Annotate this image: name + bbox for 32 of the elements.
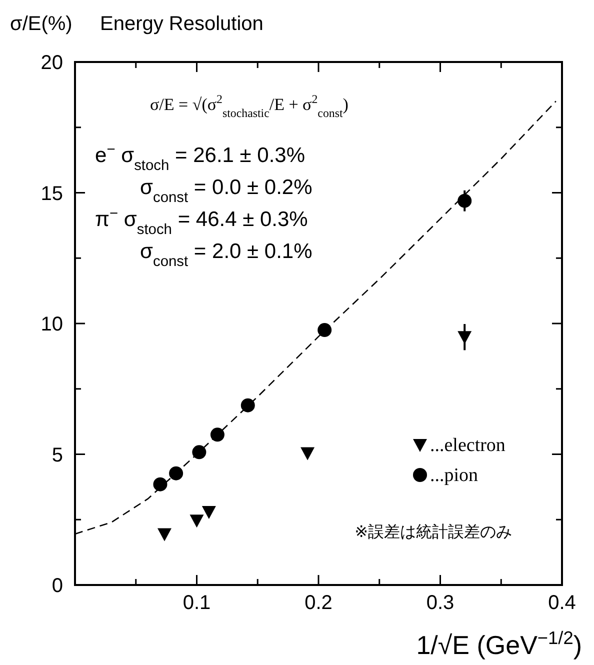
point: [157, 528, 172, 542]
legend-label: ...electron: [430, 435, 506, 456]
annotation: σ/E = √(σ$^{2}$$_{stochastic}$/E + σ$^{2}$$_{const}$): [150, 92, 348, 120]
point: [240, 398, 255, 412]
point: [210, 428, 224, 442]
annotation: σ$_{const}$ = 0.0 ± 0.2%: [140, 176, 312, 206]
y-tick-label: 5: [52, 444, 63, 466]
legend-label: ...pion: [430, 465, 479, 486]
x-axis-title: 1/√E (GeV$^{−1/2}$): [416, 628, 582, 660]
point: [458, 194, 472, 208]
annotation: ※誤差は統計誤差のみ: [354, 523, 512, 541]
point: [153, 477, 168, 492]
annotation: σ$_{const}$ = 2.0 ± 0.1%: [140, 240, 312, 270]
y-tick-label: 15: [40, 182, 63, 205]
point: [169, 466, 184, 480]
y-tick-label: 0: [52, 575, 63, 597]
x-tick-label: 0.4: [548, 592, 576, 614]
point: [300, 447, 315, 460]
x-tick-label: 0.1: [182, 592, 211, 614]
point: [190, 514, 204, 528]
y-tick-label: 10: [40, 314, 63, 336]
annotation: e$^{−}$ σ$_{stoch}$ = 26.1 ± 0.3%: [95, 142, 306, 174]
point: [202, 506, 216, 520]
y-axis-title: σ/E(%): [10, 13, 72, 35]
point: [458, 331, 472, 344]
annotation: π$^{−}$ σ$_{stoch}$ = 46.4 ± 0.3%: [95, 206, 308, 238]
x-tick-label: 0.3: [426, 592, 454, 614]
y-tick-label: 20: [40, 52, 63, 74]
x-tick-label: 0.2: [304, 592, 332, 614]
chart-title: Energy Resolution: [100, 13, 264, 35]
point: [192, 445, 206, 460]
point: [318, 323, 332, 338]
